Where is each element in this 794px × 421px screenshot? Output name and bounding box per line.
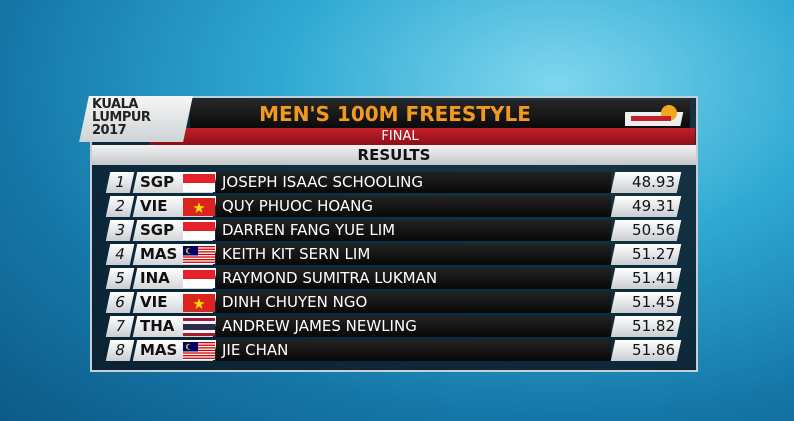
athlete-name: JOSEPH ISAAC SCHOOLING [222,173,423,191]
flag-image [183,294,215,312]
name-band [216,196,611,217]
badge-stripe [631,116,671,121]
flag-image [183,198,215,216]
result-row: 2 VIE QUY PHUOC HOANG 49.31 [105,196,683,217]
flag [183,222,215,240]
result-row: 8 MAS JIE CHAN 51.86 [105,340,683,361]
event-title: MEN'S 100M FREESTYLE [259,102,531,126]
flag [183,294,215,312]
nation: MAS [140,245,178,263]
name-band [216,292,611,313]
result-row: 6 VIE DINH CHUYEN NGO 51.45 [105,292,683,313]
result-row: 4 MAS KEITH KIT SERN LIM 51.27 [105,244,683,265]
nation: VIE [140,293,168,311]
race-time: 51.82 [632,317,675,335]
flag [183,174,215,192]
name-band [216,340,611,361]
race-time: 51.41 [632,269,675,287]
rank: 3 [105,220,135,241]
flag [183,342,215,360]
race-time: 50.56 [632,221,675,239]
rank: 2 [105,196,135,217]
broadcast-badge [625,105,684,126]
athlete-name: DINH CHUYEN NGO [222,293,368,311]
athlete-name: DARREN FANG YUE LIM [222,221,396,239]
athlete-name: RAYMOND SUMITRA LUKMAN [222,269,438,287]
event-subtitle: FINAL [381,129,419,144]
rank: 7 [105,316,135,337]
rank: 8 [105,340,135,361]
flag-image [183,318,215,336]
athlete-name: ANDREW JAMES NEWLING [222,317,417,335]
nation: THA [140,317,175,335]
flag [183,270,215,288]
flag-image [183,342,215,360]
result-row: 7 THA ANDREW JAMES NEWLING 51.82 [105,316,683,337]
flag-image [183,174,215,192]
race-time: 48.93 [632,173,675,191]
name-band [216,220,611,241]
nation: INA [140,269,170,287]
race-time: 49.31 [632,197,675,215]
rank: 5 [105,268,135,289]
athlete-name: JIE CHAN [222,341,289,359]
race-time: 51.86 [632,341,675,359]
athlete-name: QUY PHUOC HOANG [222,197,373,215]
rank: 6 [105,292,135,313]
flag-image [183,222,215,240]
rank: 4 [105,244,135,265]
section-title: RESULTS [357,146,431,164]
name-band [216,316,611,337]
subtitle-band [150,128,695,145]
result-row: 3 SGP DARREN FANG YUE LIM 50.56 [105,220,683,241]
flag [183,318,215,336]
athlete-name: KEITH KIT SERN LIM [222,245,371,263]
nation: VIE [140,197,168,215]
race-time: 51.27 [632,245,675,263]
logo-text: KUALA LUMPUR 2017 [92,97,151,138]
section-band [92,145,696,165]
result-row: 5 INA RAYMOND SUMITRA LUKMAN 51.41 [105,268,683,289]
flag-image [183,246,215,264]
race-time: 51.45 [632,293,675,311]
flag [183,198,215,216]
title-band [190,100,690,128]
flag [183,246,215,264]
name-band [216,268,611,289]
name-band [216,244,611,265]
name-band [216,172,611,193]
result-row: 1 SGP JOSEPH ISAAC SCHOOLING 48.93 [105,172,683,193]
nation: MAS [140,341,178,359]
rank: 1 [105,172,135,193]
flag-image [183,270,215,288]
nation: SGP [140,221,175,239]
nation: SGP [140,173,175,191]
